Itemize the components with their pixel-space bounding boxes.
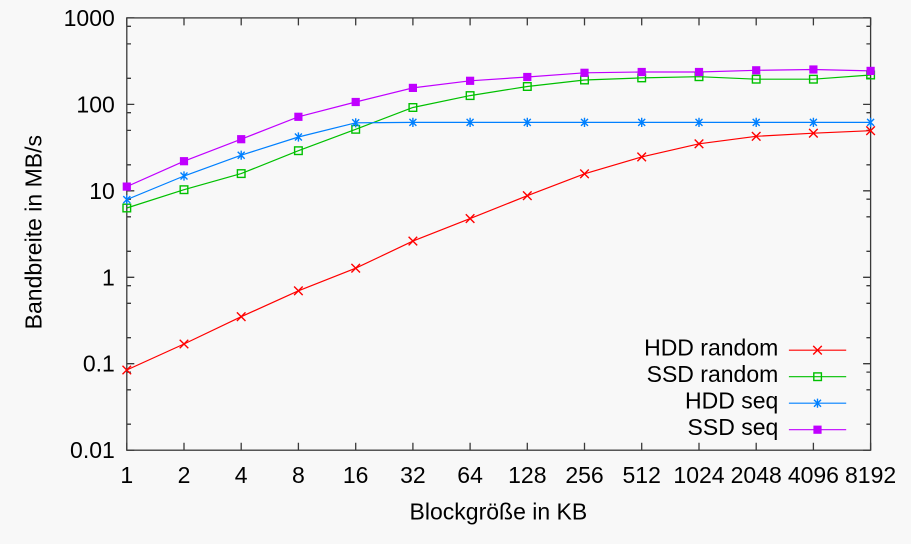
svg-text:SSD random: SSD random: [647, 361, 779, 387]
svg-text:8192: 8192: [845, 462, 896, 488]
svg-text:32: 32: [400, 462, 426, 488]
svg-text:0.01: 0.01: [70, 437, 115, 463]
svg-text:Bandbreite in MB/s: Bandbreite in MB/s: [20, 135, 46, 329]
svg-text:128: 128: [508, 462, 546, 488]
svg-text:4096: 4096: [788, 462, 839, 488]
svg-text:4: 4: [235, 462, 248, 488]
svg-text:512: 512: [623, 462, 661, 488]
svg-text:8: 8: [292, 462, 305, 488]
svg-text:Blockgröße in KB: Blockgröße in KB: [410, 498, 588, 524]
svg-text:64: 64: [457, 462, 483, 488]
svg-text:1000: 1000: [64, 5, 115, 31]
svg-text:2048: 2048: [731, 462, 782, 488]
svg-text:2: 2: [178, 462, 191, 488]
svg-text:100: 100: [76, 91, 114, 117]
svg-text:1: 1: [120, 462, 133, 488]
svg-text:10: 10: [89, 178, 115, 204]
svg-text:1: 1: [102, 264, 115, 290]
svg-text:HDD seq: HDD seq: [685, 387, 778, 413]
svg-text:1024: 1024: [673, 462, 724, 488]
svg-text:256: 256: [565, 462, 603, 488]
svg-text:HDD random: HDD random: [644, 334, 778, 360]
svg-text:0.1: 0.1: [83, 351, 115, 377]
svg-text:16: 16: [343, 462, 369, 488]
svg-text:SSD seq: SSD seq: [688, 414, 779, 440]
